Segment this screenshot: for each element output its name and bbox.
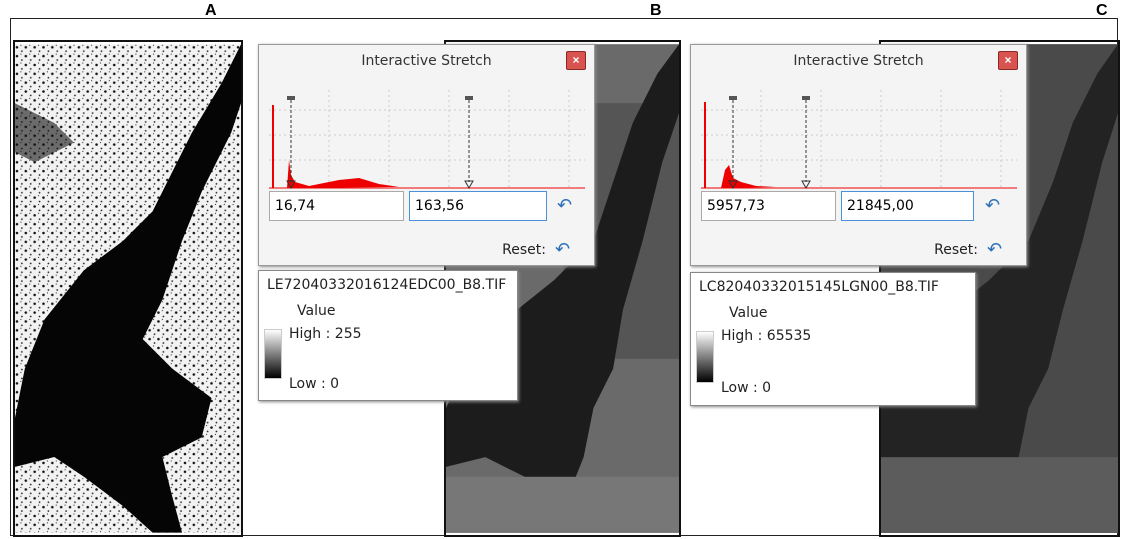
file-name: LC82040332015145LGN00_B8.TIF — [699, 279, 939, 295]
reset-label: Reset: — [934, 242, 978, 258]
dialog-title: Interactive Stretch — [793, 53, 924, 69]
dialog-title: Interactive Stretch — [361, 53, 492, 69]
low-label: Low : 0 — [289, 376, 340, 392]
legend: LE72040332016124EDC00_B8.TIF Value High … — [258, 270, 518, 401]
file-name: LE72040332016124EDC00_B8.TIF — [267, 277, 507, 293]
legend-heading: Value — [297, 303, 336, 319]
max-input[interactable]: 21845,00 — [841, 191, 974, 221]
panel-label: B — [650, 2, 662, 19]
undo-button[interactable]: ↶ — [557, 195, 573, 216]
image-a — [13, 40, 243, 537]
reset-label: Reset: — [502, 242, 546, 258]
undo-button[interactable]: ↶ — [985, 195, 1001, 216]
min-input[interactable]: 5957,73 — [701, 191, 836, 221]
reset-button[interactable]: ↶ — [987, 239, 1003, 260]
min-input[interactable]: 16,74 — [269, 191, 404, 221]
stretch-dialog: Interactive Stretch × 5957,73 21845,00 ↶… — [690, 44, 1027, 266]
low-label: Low : 0 — [721, 380, 772, 396]
reset-button[interactable]: ↶ — [555, 239, 571, 260]
max-input[interactable]: 163,56 — [409, 191, 547, 221]
stretch-dialog: Interactive Stretch × 16,74 163,56 ↶ Res… — [258, 44, 595, 266]
panel-label: C — [1096, 2, 1108, 19]
color-ramp — [264, 329, 282, 379]
close-button[interactable]: × — [566, 51, 586, 70]
close-button[interactable]: × — [998, 51, 1018, 70]
color-ramp — [696, 331, 714, 383]
legend: LC82040332015145LGN00_B8.TIF Value High … — [690, 272, 976, 406]
histogram — [269, 90, 585, 190]
panel-label: A — [205, 2, 217, 19]
histogram — [701, 90, 1017, 190]
high-label: High : 65535 — [721, 328, 812, 344]
high-label: High : 255 — [289, 326, 362, 342]
legend-heading: Value — [729, 305, 768, 321]
